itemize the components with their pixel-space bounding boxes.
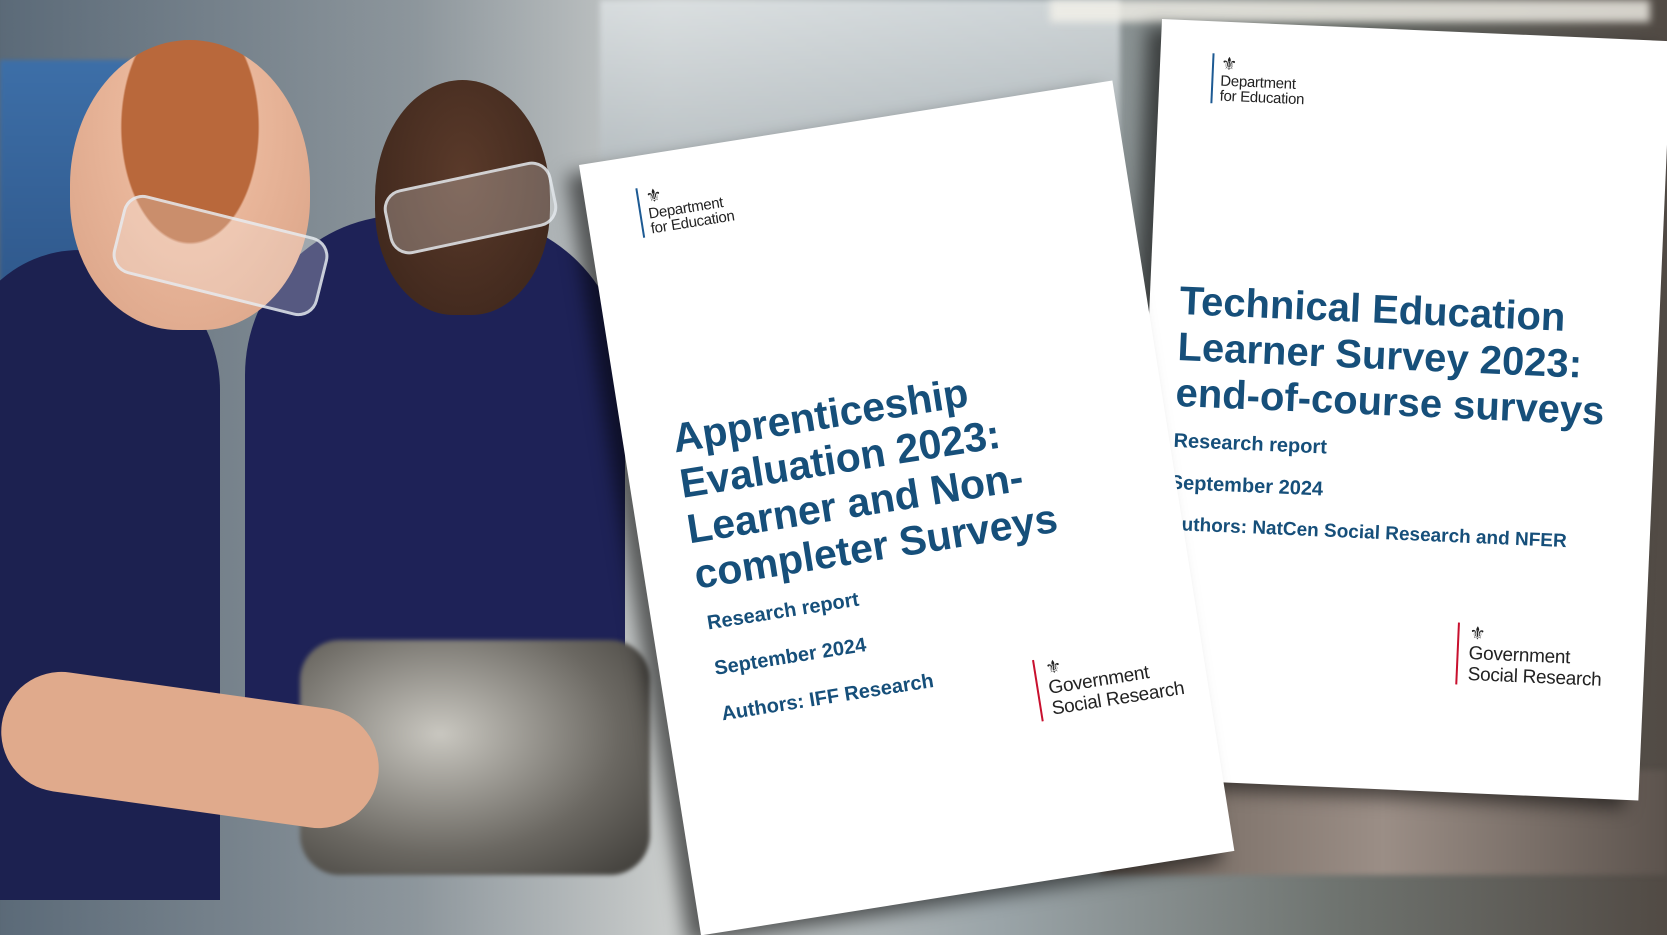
- dfe-logo-line: for Education: [1219, 87, 1305, 109]
- report-authors: Authors: NatCen Social Research and NFER: [1167, 513, 1568, 553]
- instructor-head: [375, 80, 550, 315]
- apprentice-head: [70, 40, 310, 330]
- gsr-logo: ⚜ Government Social Research: [1032, 637, 1186, 722]
- report-title: Technical Education Learner Survey 2023:…: [1175, 278, 1610, 435]
- report-date: September 2024: [712, 634, 868, 680]
- report-cover-technical-education: ⚜ Department for Education Technical Edu…: [1128, 19, 1667, 801]
- report-type: Research report: [705, 588, 861, 635]
- background-light: [1050, 0, 1650, 22]
- report-title: Apprenticeship Evaluation 2023: Learner …: [669, 359, 1060, 597]
- gsr-logo-line: Social Research: [1467, 663, 1602, 691]
- dfe-logo: ⚜ Department for Education: [635, 173, 736, 238]
- gsr-logo: ⚜ Government Social Research: [1455, 622, 1604, 691]
- report-cover-apprenticeship-evaluation: ⚜ Department for Education Apprenticeshi…: [579, 80, 1235, 935]
- dfe-logo: ⚜ Department for Education: [1210, 53, 1306, 109]
- report-authors: Authors: IFF Research: [719, 670, 936, 726]
- report-date: September 2024: [1169, 471, 1324, 501]
- report-type: Research report: [1173, 429, 1328, 459]
